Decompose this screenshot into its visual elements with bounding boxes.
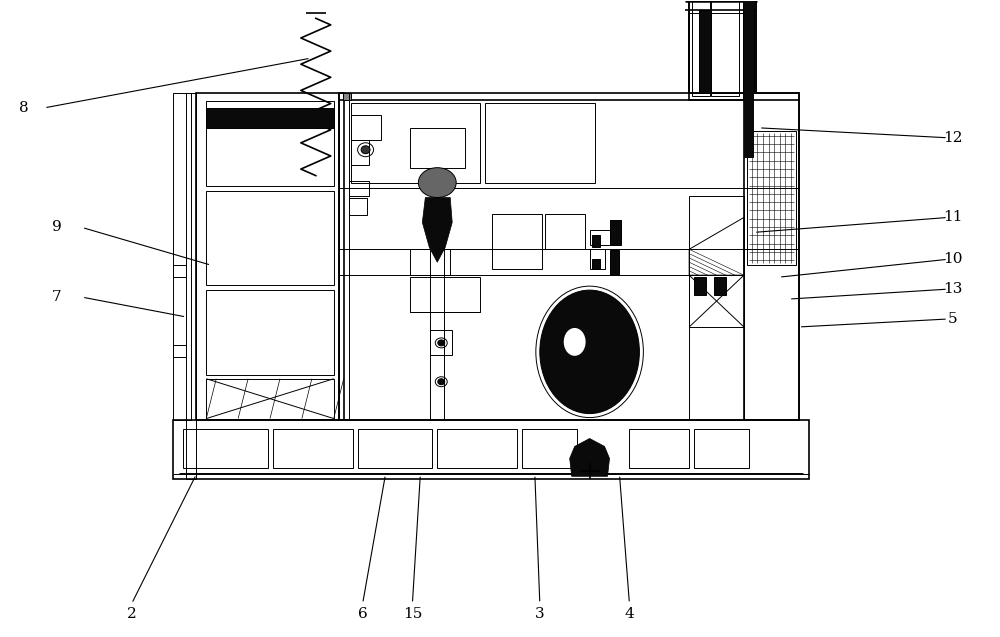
Bar [744,93,799,420]
Text: 6: 6 [358,606,367,620]
Bar [173,345,186,357]
Ellipse shape [540,290,639,413]
Bar [714,277,726,295]
Bar [358,429,432,468]
Ellipse shape [564,328,586,356]
Bar [410,128,465,168]
Bar [610,250,619,275]
Text: 7: 7 [52,290,62,304]
Bar [590,249,605,269]
Text: 5: 5 [948,312,958,326]
Bar [437,429,517,468]
Bar [206,290,334,375]
Bar [351,103,480,183]
Bar [349,181,369,196]
Bar [522,429,577,468]
Bar [592,235,600,247]
Bar [351,115,381,140]
Bar [590,231,610,245]
Bar [196,93,344,420]
Bar [689,196,744,420]
Bar [173,265,186,277]
Bar [173,420,809,479]
Bar [273,429,353,468]
Bar [592,259,600,269]
Bar [492,215,542,269]
Bar [206,101,334,185]
Bar [545,215,585,249]
Bar [186,93,196,479]
Text: 12: 12 [943,131,963,145]
Text: 11: 11 [943,210,963,224]
Bar [629,429,689,468]
Bar [689,1,744,100]
Bar [692,1,710,96]
Bar [351,140,369,165]
Text: 3: 3 [535,606,545,620]
Ellipse shape [438,379,445,385]
Ellipse shape [418,168,456,197]
Bar [699,10,711,93]
Bar [410,277,480,312]
Text: 13: 13 [943,282,963,296]
Polygon shape [422,197,452,262]
Bar [744,1,754,158]
Bar [485,103,595,183]
Bar [689,1,744,93]
Bar [610,220,621,245]
Bar [349,197,367,215]
Text: 15: 15 [403,606,422,620]
Text: 8: 8 [19,101,29,115]
Bar [711,1,739,96]
Bar [744,1,756,93]
Bar [339,93,799,420]
Ellipse shape [438,340,445,346]
Bar [430,330,452,355]
Bar [206,379,334,419]
Bar [206,190,334,285]
Text: 2: 2 [127,606,136,620]
Bar [206,108,334,128]
Bar [694,277,706,295]
Text: 4: 4 [625,606,634,620]
Bar [689,275,744,327]
Bar [694,429,749,468]
Bar [410,249,450,275]
Ellipse shape [361,146,370,154]
Text: 9: 9 [52,220,62,234]
Polygon shape [570,438,610,476]
Bar [183,429,268,468]
Bar [343,93,351,100]
Bar [173,93,191,420]
Bar [747,131,796,265]
Text: 10: 10 [943,252,963,266]
